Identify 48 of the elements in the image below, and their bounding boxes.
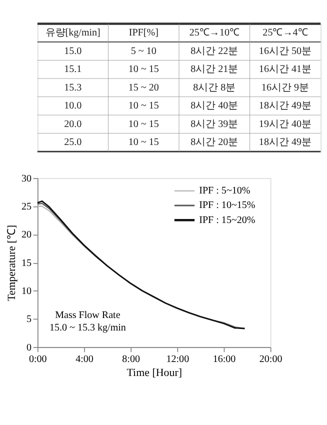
legend-label: IPF : 10~15% — [199, 200, 256, 212]
annotation: Mass Flow Rate — [55, 310, 121, 321]
text: 15.3 — [64, 82, 82, 94]
x-tick-label: 8:00 — [122, 354, 140, 366]
y-tick-label: 5 — [26, 314, 32, 326]
x-tick-label: 16:00 — [212, 354, 236, 366]
legend-label: IPF : 5~10% — [199, 186, 251, 197]
text: 10 ~ 15 — [128, 137, 159, 148]
text: 15.1 — [64, 64, 82, 76]
text: 16시간 9분 — [261, 82, 309, 94]
text: 18시간 49분 — [258, 100, 312, 112]
text: 15 ~ 20 — [128, 82, 159, 94]
y-axis-title: Temperature [℃] — [6, 224, 18, 302]
text: 8시간 8분 — [193, 82, 236, 94]
text: 19시간 40분 — [258, 118, 312, 130]
text: 10 ~ 15 — [128, 100, 159, 112]
text: 8시간 39분 — [190, 118, 238, 130]
text: 5 ~ 10 — [130, 46, 156, 57]
text: 8시간 22분 — [190, 46, 238, 57]
text: 8시간 20분 — [190, 137, 238, 148]
x-tick-label: 4:00 — [76, 354, 94, 366]
text: 18시간 49분 — [258, 137, 312, 148]
text: 10.0 — [64, 100, 82, 112]
text: 8시간 21분 — [190, 64, 238, 76]
text: 25.0 — [64, 137, 82, 148]
text: 25℃→10℃ — [189, 28, 240, 39]
text: 10 ~ 15 — [128, 118, 159, 130]
x-tick-label: 12:00 — [166, 354, 190, 366]
text: 유량[kg/min] — [45, 28, 100, 39]
y-tick-label: 25 — [21, 201, 32, 212]
y-tick-label: 10 — [21, 286, 32, 297]
text: IPF[%] — [128, 28, 158, 39]
y-tick-label: 20 — [21, 230, 32, 241]
text: 16시간 50분 — [258, 46, 312, 57]
text: 16시간 41분 — [258, 64, 312, 76]
legend-label: IPF : 15~20% — [199, 214, 256, 226]
text: 15.0 — [64, 46, 82, 57]
y-tick-label: 30 — [21, 173, 32, 184]
text: 20.0 — [64, 118, 82, 130]
text: 8시간 40분 — [190, 100, 238, 112]
y-tick-label: 15 — [21, 258, 32, 269]
x-tick-label: 0:00 — [28, 354, 47, 366]
x-tick-label: 20:00 — [259, 354, 282, 366]
text: 25℃→4℃ — [262, 28, 308, 39]
text: 10 ~ 15 — [128, 64, 159, 76]
annotation: 15.0 ~ 15.3 kg/min — [49, 322, 126, 334]
x-axis-title: Time [Hour] — [126, 366, 182, 379]
y-tick-label: 0 — [26, 342, 32, 354]
